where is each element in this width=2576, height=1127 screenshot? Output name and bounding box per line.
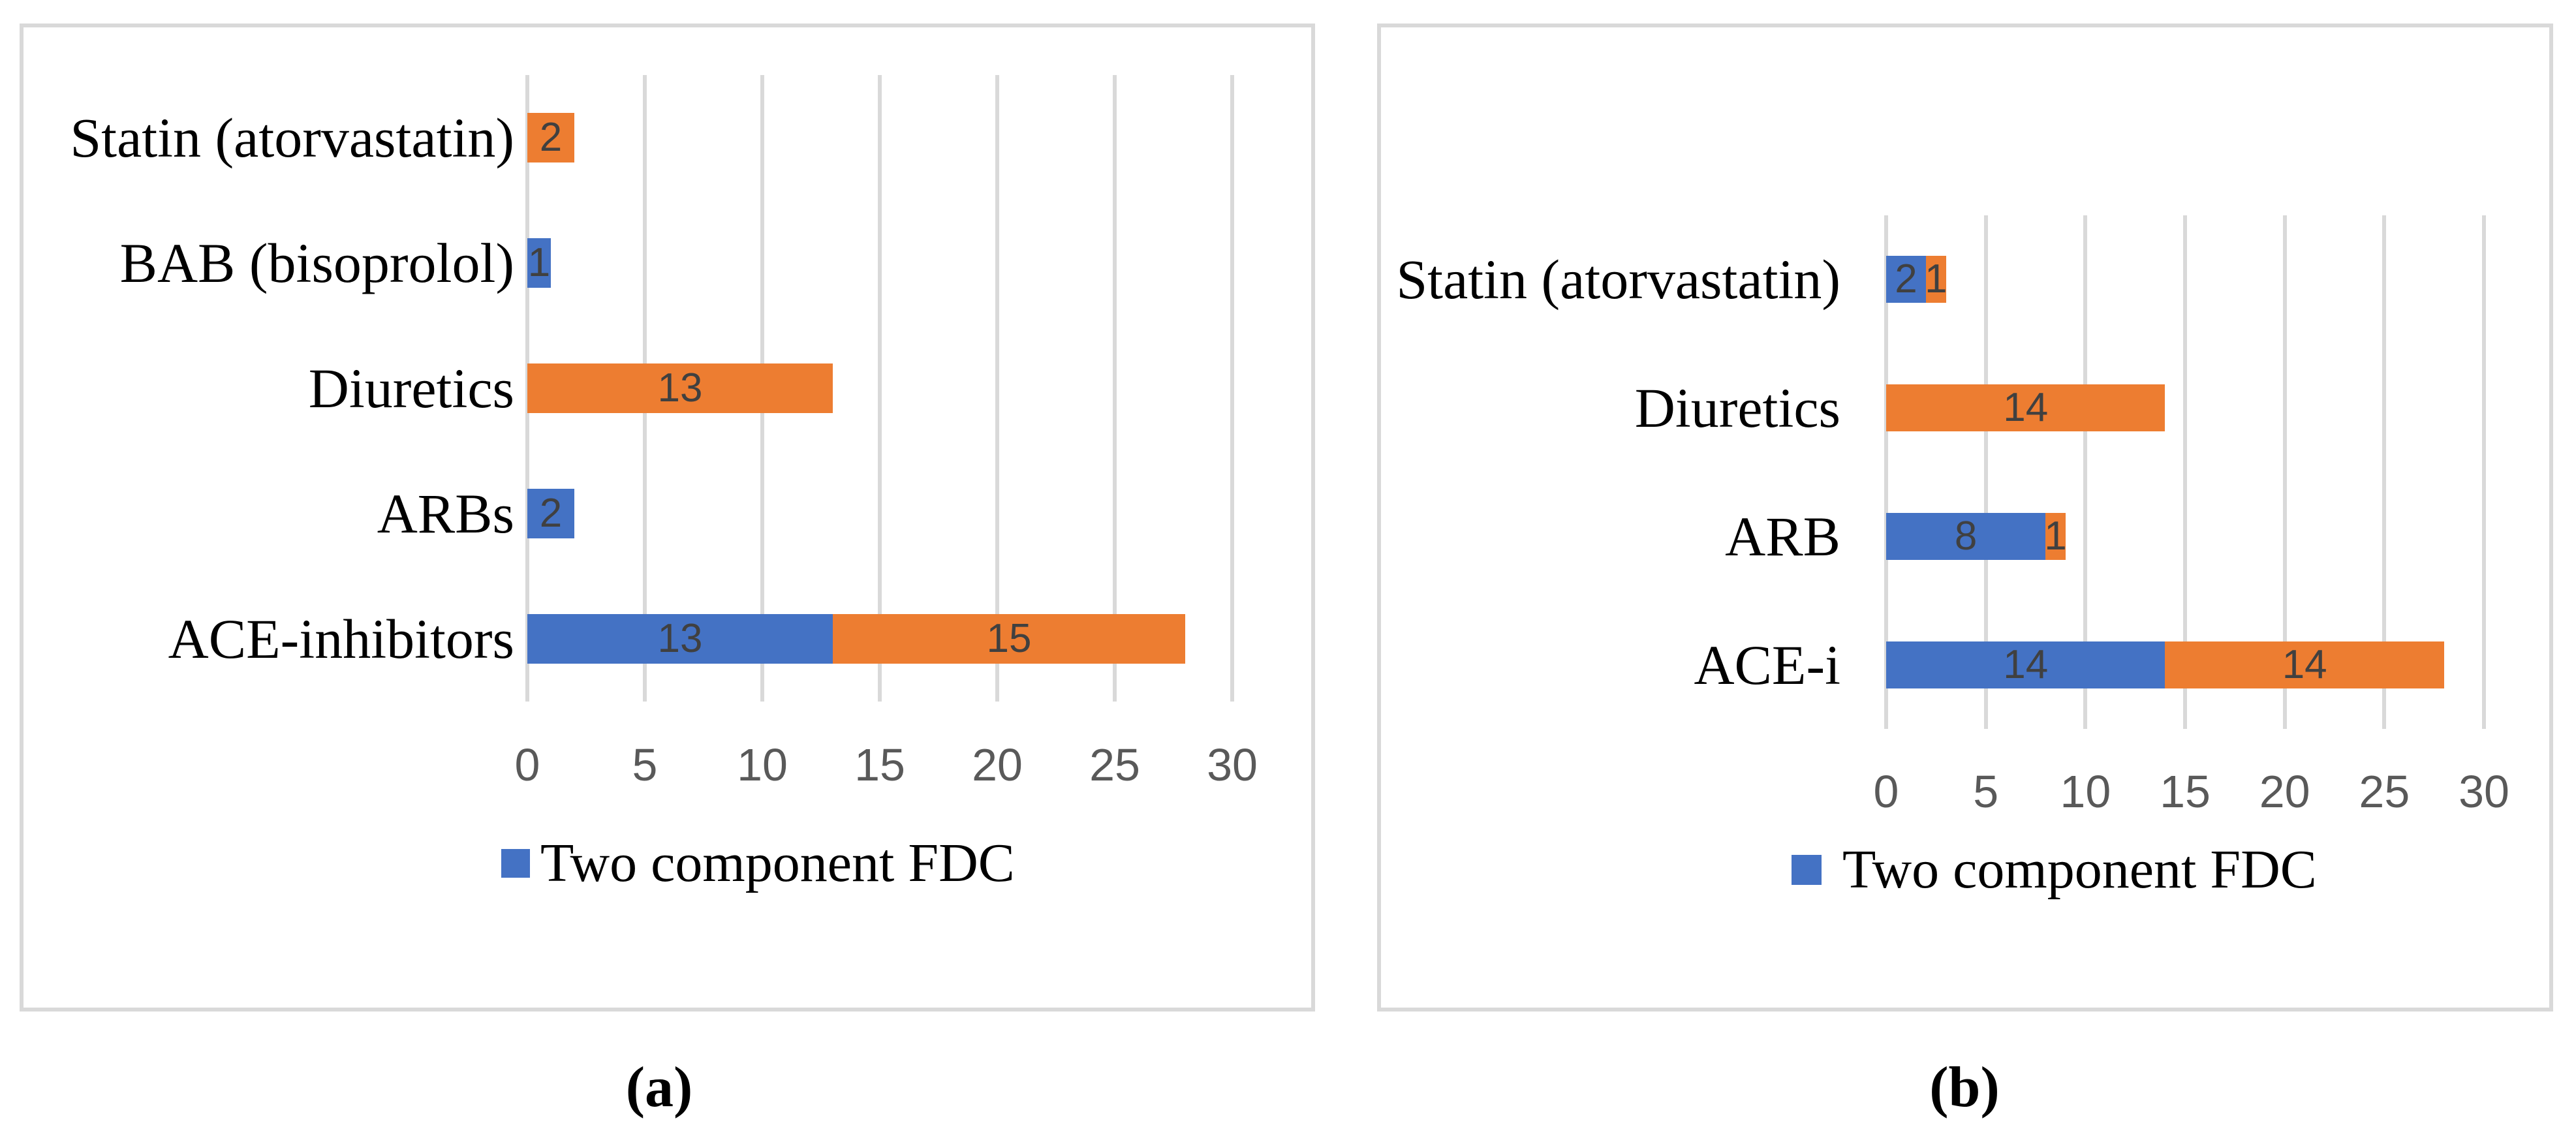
- gridline: [1230, 75, 1234, 702]
- bar-segment: 13: [527, 614, 833, 664]
- x-tick-label: 0: [514, 739, 540, 790]
- category-label: Statin (atorvastatin): [1396, 248, 1840, 311]
- value-label: 1: [2044, 513, 2067, 559]
- gridline: [2282, 215, 2287, 729]
- bar-segment: 8: [1886, 512, 2046, 560]
- gridline: [995, 75, 999, 702]
- value-label: 15: [986, 616, 1032, 661]
- gridline: [878, 75, 882, 702]
- bar-segment: 1: [1925, 256, 1948, 303]
- gridline: [1113, 75, 1117, 702]
- caption-a: (a): [625, 1056, 693, 1119]
- value-label: 1: [1925, 256, 1948, 302]
- bar-segment: 14: [1886, 384, 2165, 432]
- value-label: 14: [2003, 641, 2049, 687]
- category-label: ARB: [1725, 504, 1840, 568]
- x-tick-label: 0: [1873, 766, 1899, 817]
- value-label: 1: [527, 240, 551, 285]
- value-label: 8: [1954, 513, 1978, 559]
- bar-segment: 2: [1886, 256, 1927, 303]
- gridline: [2083, 215, 2088, 729]
- gridline: [2183, 215, 2187, 729]
- gridline: [1884, 215, 1888, 729]
- value-label: 2: [539, 115, 563, 160]
- category-label: ACE-i: [1694, 633, 1840, 696]
- x-tick-label: 20: [2259, 766, 2310, 817]
- x-tick-label: 30: [2459, 766, 2509, 817]
- category-label: BAB (bisoprolol): [119, 232, 514, 294]
- gridline: [1983, 215, 1988, 729]
- x-tick-label: 5: [632, 739, 658, 790]
- x-tick-label: 25: [2359, 766, 2410, 817]
- value-label: 14: [2003, 385, 2049, 431]
- x-tick-label: 25: [1089, 739, 1140, 790]
- category-label: ARBs: [377, 482, 514, 545]
- bar-segment: 13: [527, 363, 833, 413]
- gridline: [2382, 215, 2387, 729]
- bar-segment: 15: [833, 614, 1185, 664]
- value-label: 13: [657, 365, 703, 410]
- bar-segment: 14: [2165, 641, 2444, 688]
- legend-label: Two component FDC: [1842, 839, 2317, 900]
- value-label: 2: [1895, 256, 1917, 302]
- chart-panel-a: [20, 23, 1315, 1011]
- bar-segment: 1: [527, 238, 551, 288]
- x-tick-label: 10: [2060, 766, 2111, 817]
- bar-segment: 2: [527, 489, 574, 538]
- x-tick-label: 15: [2160, 766, 2211, 817]
- x-tick-label: 5: [1973, 766, 1999, 817]
- value-label: 13: [657, 616, 703, 661]
- bar-segment: 1: [2044, 512, 2067, 560]
- value-label: 14: [2282, 641, 2327, 687]
- category-label: ACE-inhibitors: [168, 608, 514, 670]
- legend-swatch: [1792, 855, 1822, 885]
- bar-segment: 2: [527, 113, 574, 162]
- x-tick-label: 20: [972, 739, 1023, 790]
- value-label: 2: [539, 491, 563, 536]
- x-tick-label: 15: [854, 739, 905, 790]
- gridline: [2482, 215, 2486, 729]
- x-tick-label: 30: [1207, 739, 1258, 790]
- legend-label: Two component FDC: [540, 833, 1015, 893]
- caption-b: (b): [1929, 1056, 2000, 1119]
- x-tick-label: 10: [737, 739, 788, 790]
- category-label: Statin (atorvastatin): [70, 106, 514, 169]
- bar-segment: 14: [1886, 641, 2165, 688]
- legend-swatch: [501, 849, 530, 878]
- category-label: Diuretics: [308, 357, 514, 420]
- category-label: Diuretics: [1634, 377, 1840, 440]
